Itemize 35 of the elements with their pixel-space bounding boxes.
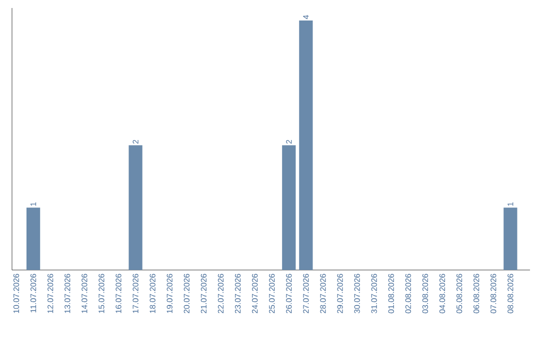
x-tick-label: 19.07.2026 xyxy=(166,274,172,313)
x-tick-label: 30.07.2026 xyxy=(354,274,360,314)
x-tick-label: 17.07.2026 xyxy=(132,274,138,313)
x-tick-label: 28.07.2026 xyxy=(320,274,326,314)
x-tick-label: 03.08.2026 xyxy=(422,274,428,314)
x-tick-label: 27.07.2026 xyxy=(303,274,309,314)
x-tick-label: 11.07.2026 xyxy=(30,274,36,312)
x-tick-label: 18.07.2026 xyxy=(150,274,156,313)
x-tick-label: 13.07.2026 xyxy=(64,274,70,313)
x-tick-label: 21.07.2026 xyxy=(200,274,207,314)
x-tick-label: 24.07.2026 xyxy=(252,274,258,314)
x-tick-label: 14.07.2026 xyxy=(82,274,88,313)
x-tick-label: 23.07.2026 xyxy=(234,274,241,314)
x-tick-label: 07.08.2026 xyxy=(490,274,496,314)
x-tick-label: 25.07.2026 xyxy=(269,274,275,314)
x-tick-label: 05.08.2026 xyxy=(456,274,462,314)
data-label: 4 xyxy=(303,15,309,20)
data-label: 2 xyxy=(286,140,292,144)
x-tick-label: 29.07.2026 xyxy=(337,274,343,314)
x-tick-label: 04.08.2026 xyxy=(439,274,446,314)
x-tick-label: 02.08.2026 xyxy=(405,274,412,314)
x-tick-label: 26.07.2026 xyxy=(286,274,292,314)
x-tick-label: 01.08.2026 xyxy=(388,274,394,314)
data-label: 1 xyxy=(30,202,36,206)
x-tick-label: 31.07.2026 xyxy=(371,274,377,314)
x-tick-label: 15.07.2026 xyxy=(98,274,104,313)
x-tick-label: 20.07.2026 xyxy=(184,274,190,314)
x-tick-label: 22.07.2026 xyxy=(218,274,224,314)
data-label: 1 xyxy=(508,202,514,206)
x-tick-label: 10.07.2026 xyxy=(13,274,20,313)
x-tick-label: 16.07.2026 xyxy=(116,274,122,313)
x-tick-label: 08.08.2026 xyxy=(508,274,514,314)
x-tick-label: 06.08.2026 xyxy=(474,274,480,314)
data-label: 2 xyxy=(132,140,138,144)
x-tick-label: 12.07.2026 xyxy=(48,274,54,313)
